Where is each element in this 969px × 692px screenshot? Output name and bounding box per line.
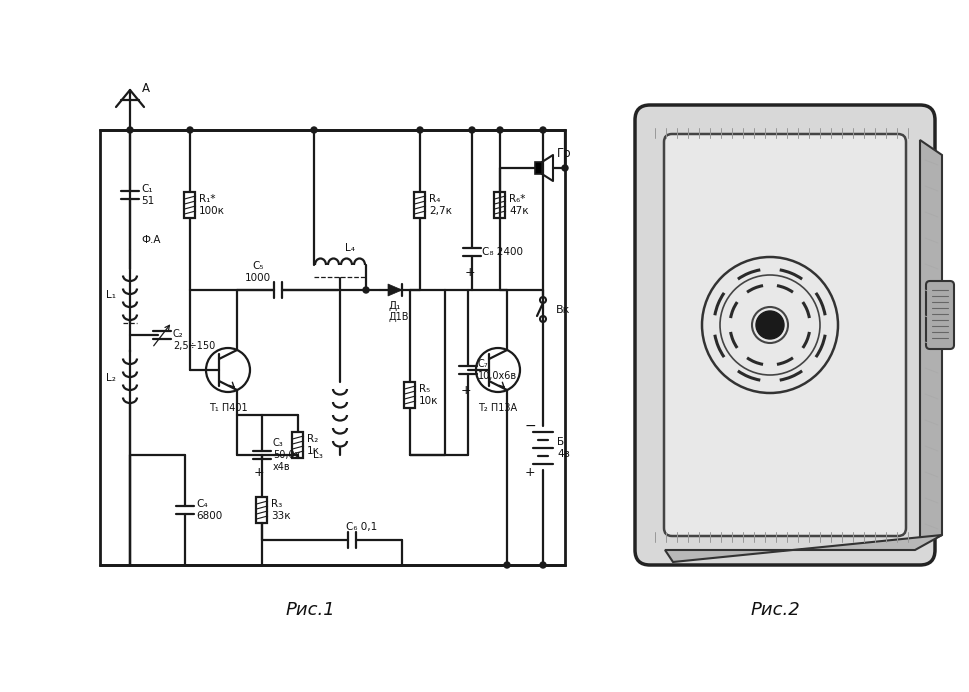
- Circle shape: [187, 127, 193, 133]
- Text: C₈ 2400: C₈ 2400: [482, 247, 522, 257]
- Text: C₇
10,0х6в: C₇ 10,0х6в: [478, 359, 516, 381]
- Circle shape: [561, 165, 568, 171]
- Text: L₁: L₁: [106, 290, 116, 300]
- Text: Рис.2: Рис.2: [749, 601, 799, 619]
- Bar: [535, 162, 542, 174]
- Text: C₅
1000: C₅ 1000: [245, 261, 270, 283]
- Text: L₃: L₃: [313, 450, 323, 460]
- Text: C₄
6800: C₄ 6800: [196, 499, 222, 521]
- Polygon shape: [919, 140, 941, 545]
- Polygon shape: [665, 535, 941, 562]
- Text: C₆ 0,1: C₆ 0,1: [346, 522, 377, 532]
- Bar: [184, 192, 196, 218]
- FancyBboxPatch shape: [664, 134, 905, 536]
- Text: −: −: [524, 419, 536, 433]
- Circle shape: [311, 127, 317, 133]
- Circle shape: [127, 127, 133, 133]
- Circle shape: [469, 127, 475, 133]
- Circle shape: [755, 311, 783, 339]
- Text: А: А: [141, 82, 150, 95]
- Text: C₃
50,0х
х4в: C₃ 50,0х х4в: [272, 439, 300, 472]
- Circle shape: [504, 562, 510, 568]
- Text: Вк: Вк: [555, 305, 570, 315]
- Circle shape: [417, 127, 422, 133]
- Circle shape: [496, 127, 503, 133]
- Bar: [414, 192, 425, 218]
- Text: Ф.А: Ф.А: [141, 235, 160, 245]
- Text: T₁ П401: T₁ П401: [208, 403, 247, 413]
- Text: L₂: L₂: [106, 373, 116, 383]
- Bar: [404, 382, 415, 408]
- Text: Д₁: Д₁: [389, 301, 401, 311]
- Text: R₂
1к: R₂ 1к: [306, 434, 320, 456]
- Bar: [293, 432, 303, 458]
- Text: T₂ П13А: T₂ П13А: [478, 403, 517, 413]
- Text: +: +: [460, 383, 471, 397]
- Text: R₄
2,7к: R₄ 2,7к: [428, 194, 452, 216]
- Bar: [494, 192, 505, 218]
- Bar: [256, 497, 267, 523]
- Text: R₁*
100к: R₁* 100к: [199, 194, 225, 216]
- Text: Б
4в: Б 4в: [556, 437, 569, 459]
- Circle shape: [362, 287, 368, 293]
- Text: +: +: [254, 466, 264, 480]
- Circle shape: [540, 562, 546, 568]
- Text: L₄: L₄: [345, 243, 355, 253]
- Circle shape: [540, 127, 546, 133]
- Bar: [100, 130, 564, 565]
- Text: Рис.1: Рис.1: [285, 601, 334, 619]
- Text: R₆*
47к: R₆* 47к: [509, 194, 528, 216]
- FancyBboxPatch shape: [925, 281, 953, 349]
- Text: +: +: [524, 466, 535, 478]
- FancyBboxPatch shape: [635, 105, 934, 565]
- Text: Д1В: Д1В: [389, 312, 409, 322]
- Text: R₃
33к: R₃ 33к: [270, 499, 291, 521]
- Text: C₁
51: C₁ 51: [141, 184, 154, 206]
- Text: +: +: [464, 266, 475, 278]
- Polygon shape: [388, 284, 401, 296]
- Text: C₂
2,5÷150: C₂ 2,5÷150: [172, 329, 215, 351]
- Text: Гр: Гр: [556, 147, 571, 159]
- Text: R₅
10к: R₅ 10к: [419, 384, 438, 406]
